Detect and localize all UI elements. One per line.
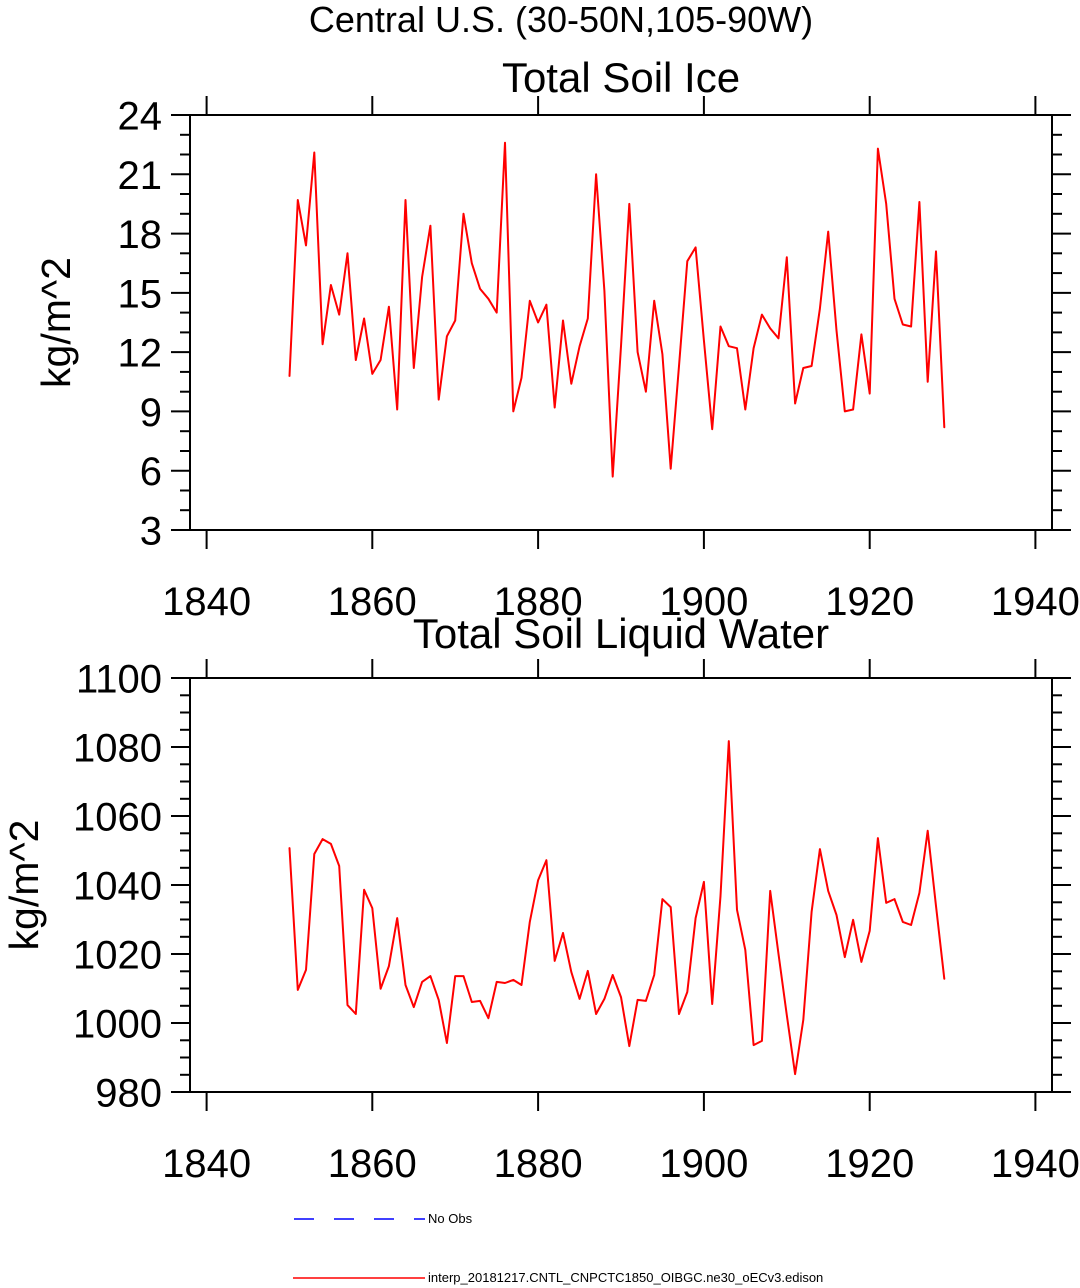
legend: No Obs interp_20181217.CNTL_CNPCTC1850_O… bbox=[293, 1211, 823, 1285]
plot-frame bbox=[189, 677, 1053, 1093]
y-tick-label: 9 bbox=[140, 391, 162, 435]
y-tick-label: 24 bbox=[118, 95, 163, 139]
x-tick-label: 1940 bbox=[991, 580, 1080, 624]
y-axis-label: kg/m^2 bbox=[33, 257, 79, 388]
x-tick-label: 1840 bbox=[162, 1142, 251, 1186]
x-tick-label: 1860 bbox=[328, 1142, 417, 1186]
x-tick-label: 1940 bbox=[991, 1142, 1080, 1186]
y-tick-label: 21 bbox=[118, 154, 163, 198]
tick-labels: 1840 1860 1880 1900 1920 1940 3 6 9 12 15 18 21 24 bbox=[118, 95, 1080, 625]
legend-item-no-obs: No Obs bbox=[294, 1211, 473, 1226]
x-tick-label: 1860 bbox=[328, 580, 417, 624]
y-tick-label: 1080 bbox=[73, 727, 162, 771]
y-tick-label: 1060 bbox=[73, 796, 162, 840]
plot-frame bbox=[189, 114, 1053, 531]
y-tick-label: 1000 bbox=[73, 1003, 162, 1047]
y-tick-label: 15 bbox=[118, 272, 163, 316]
legend-item-model-run: interp_20181217.CNTL_CNPCTC1850_OIBGC.ne… bbox=[293, 1270, 823, 1285]
panel-total-soil-ice: Total Soil Ice kg/m^2 1840 1860 1880 1900 19… bbox=[33, 54, 1080, 624]
tick-marks bbox=[171, 96, 1071, 549]
tick-marks bbox=[171, 659, 1071, 1111]
y-tick-label: 6 bbox=[140, 450, 162, 494]
x-tick-label: 1840 bbox=[162, 580, 251, 624]
x-tick-label: 1900 bbox=[659, 1142, 748, 1186]
series-line bbox=[288, 141, 946, 478]
figure-title: Central U.S. (30-50N,105-90W) bbox=[309, 0, 813, 40]
y-tick-label: 980 bbox=[95, 1072, 162, 1116]
x-tick-label: 1920 bbox=[825, 580, 914, 624]
x-tick-label: 1920 bbox=[825, 1142, 914, 1186]
y-tick-label: 1040 bbox=[73, 865, 162, 909]
panel-total-soil-liquid-water: Total Soil Liquid Water kg/m^2 1840 1860 1… bbox=[1, 610, 1080, 1186]
panel-title: Total Soil Ice bbox=[502, 54, 740, 101]
y-axis-label: kg/m^2 bbox=[1, 820, 47, 951]
series-line bbox=[288, 740, 946, 1076]
legend-label: interp_20181217.CNTL_CNPCTC1850_OIBGC.ne… bbox=[428, 1270, 823, 1285]
x-tick-label: 1900 bbox=[659, 580, 748, 624]
y-tick-label: 1020 bbox=[73, 934, 162, 978]
y-tick-label: 12 bbox=[118, 332, 163, 376]
legend-label: No Obs bbox=[428, 1211, 473, 1226]
x-tick-label: 1880 bbox=[494, 1142, 583, 1186]
x-tick-label: 1880 bbox=[494, 580, 583, 624]
tick-labels: 1840 1860 1880 1900 1920 1940 980 1000 1020 1040 1… bbox=[73, 658, 1080, 1187]
y-tick-label: 1100 bbox=[76, 658, 162, 702]
y-tick-label: 3 bbox=[140, 510, 162, 554]
panel-title: Total Soil Liquid Water bbox=[413, 610, 829, 657]
y-tick-label: 18 bbox=[118, 213, 163, 257]
